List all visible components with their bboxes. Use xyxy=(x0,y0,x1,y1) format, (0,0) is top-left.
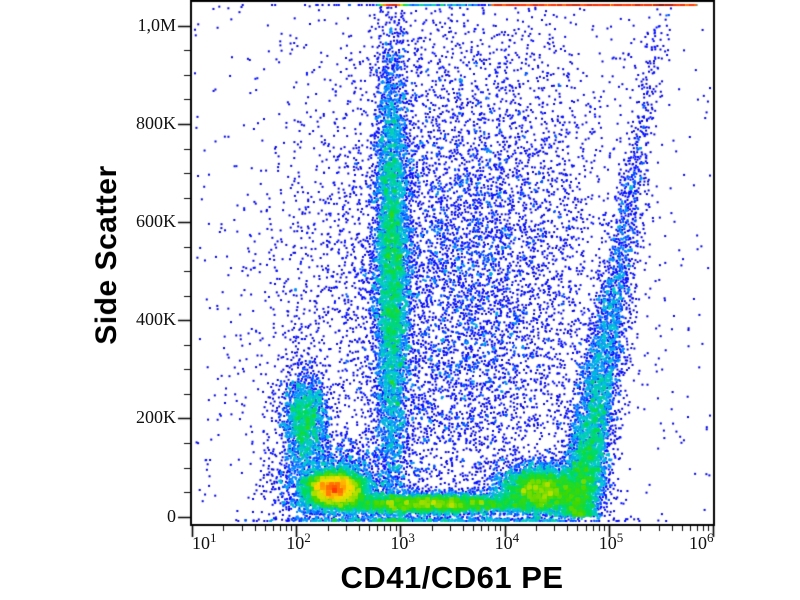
y-tick-label: 400K xyxy=(136,309,176,330)
y-tick-label: 1,0M xyxy=(137,14,176,35)
x-axis-title: CD41/CD61 PE xyxy=(340,560,564,595)
y-tick-label: 800K xyxy=(136,113,176,133)
x-tick-label: 106 xyxy=(689,530,714,553)
y-tick-label: 600K xyxy=(136,211,176,232)
x-tick-label: 104 xyxy=(494,530,520,553)
y-tick-label: 0 xyxy=(167,505,176,526)
x-tick-label: 105 xyxy=(598,530,624,553)
x-tick-label: 103 xyxy=(390,530,415,553)
x-tick-label: 102 xyxy=(286,530,311,553)
y-tick-label: 200K xyxy=(136,407,176,428)
x-tick-label: 101 xyxy=(192,530,217,553)
